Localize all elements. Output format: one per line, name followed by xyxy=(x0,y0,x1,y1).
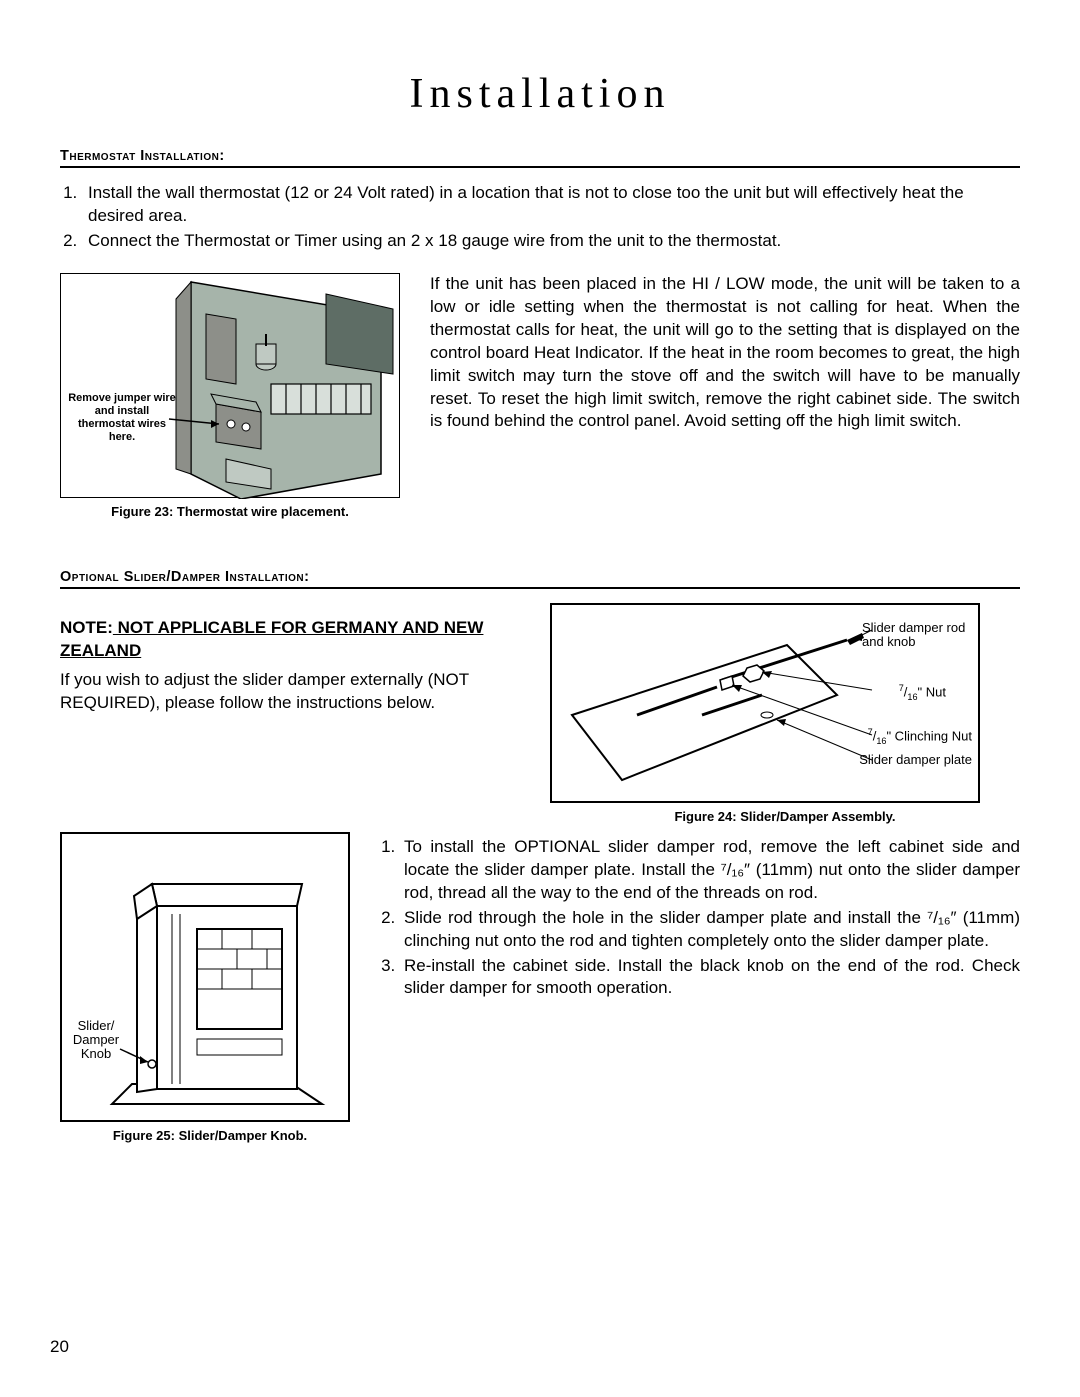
figure-24-column: Slider damper rod and knob 7/16" Nut 7/1… xyxy=(550,603,1020,824)
thermostat-step-2: Connect the Thermostat or Timer using an… xyxy=(82,230,1020,253)
section-heading-thermostat: Thermostat Installation: xyxy=(60,148,1020,168)
figure-23-caption: Figure 23: Thermostat wire placement. xyxy=(60,504,400,519)
stove-diagram xyxy=(62,834,352,1124)
figure-25: Slider/ Damper Knob xyxy=(60,832,350,1122)
note-underline: NOT APPLICABLE FOR GERMANY AND NEW ZEALA… xyxy=(60,618,483,660)
thermostat-side-paragraph: If the unit has been placed in the HI / … xyxy=(430,273,1020,519)
slider-step-2: Slide rod through the hole in the slider… xyxy=(400,907,1020,953)
slider-note-column: NOTE: NOT APPLICABLE FOR GERMANY AND NEW… xyxy=(60,603,530,733)
figure-23-callout: Remove jumper wire and install thermosta… xyxy=(67,392,177,445)
slider-step-3: Re-install the cabinet side. Install the… xyxy=(400,955,1020,1001)
fig24-label-nut: 7/16" Nut xyxy=(899,683,946,702)
note-prefix: NOTE: xyxy=(60,618,113,637)
section-heading-slider: Optional Slider/Damper Installation: xyxy=(60,569,1020,589)
page: Installation Thermostat Installation: In… xyxy=(0,0,1080,1397)
circuit-board-diagram xyxy=(61,274,401,499)
page-number: 20 xyxy=(50,1337,69,1357)
slider-bottom-row: Slider/ Damper Knob Figure 25: Slider/Da… xyxy=(60,832,1020,1143)
figure-24: Slider damper rod and knob 7/16" Nut 7/1… xyxy=(550,603,980,803)
slider-step-1: To install the OPTIONAL slider damper ro… xyxy=(400,836,1020,905)
slider-steps: To install the OPTIONAL slider damper ro… xyxy=(378,836,1020,1001)
slider-steps-column: To install the OPTIONAL slider damper ro… xyxy=(378,832,1020,1003)
slider-intro: If you wish to adjust the slider damper … xyxy=(60,669,530,715)
thermostat-row: Remove jumper wire and install thermosta… xyxy=(60,273,1020,519)
figure-25-column: Slider/ Damper Knob Figure 25: Slider/Da… xyxy=(60,832,360,1143)
thermostat-steps: Install the wall thermostat (12 or 24 Vo… xyxy=(60,182,1020,253)
slider-note: NOTE: NOT APPLICABLE FOR GERMANY AND NEW… xyxy=(60,617,530,663)
figure-23-column: Remove jumper wire and install thermosta… xyxy=(60,273,400,519)
thermostat-step-1: Install the wall thermostat (12 or 24 Vo… xyxy=(82,182,1020,228)
fig24-label-clinch: 7/16" Clinching Nut xyxy=(868,727,972,746)
page-title: Installation xyxy=(60,70,1020,118)
figure-24-caption: Figure 24: Slider/Damper Assembly. xyxy=(550,809,1020,824)
fig24-label-plate: Slider damper plate xyxy=(859,753,972,767)
fig25-label: Slider/ Damper Knob xyxy=(68,1019,124,1062)
fig24-label-rod: Slider damper rod and knob xyxy=(862,621,972,650)
slider-top-row: NOTE: NOT APPLICABLE FOR GERMANY AND NEW… xyxy=(60,603,1020,824)
figure-25-caption: Figure 25: Slider/Damper Knob. xyxy=(60,1128,360,1143)
figure-23: Remove jumper wire and install thermosta… xyxy=(60,273,400,498)
